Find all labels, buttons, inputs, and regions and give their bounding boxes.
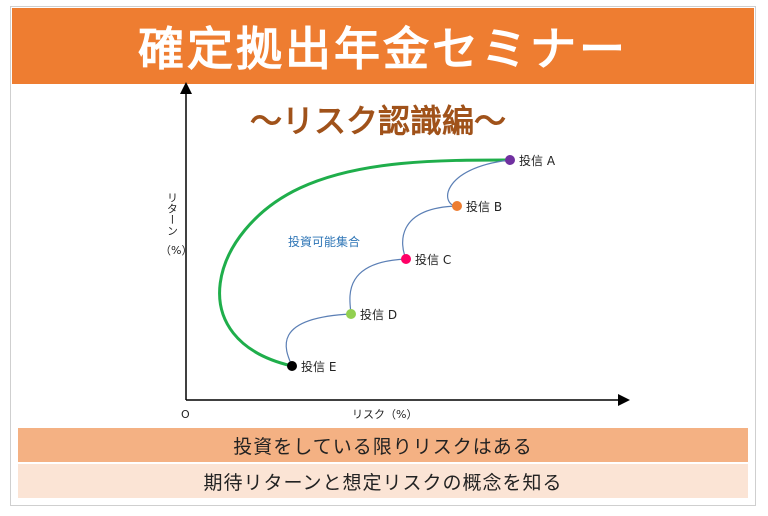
connector-a-b: [447, 159, 511, 207]
fund-point-e: 投信 E: [287, 359, 336, 374]
fund-marker: [452, 201, 462, 211]
connector-b-c: [402, 205, 458, 260]
fund-marker: [346, 309, 356, 319]
fund-point-c: 投信 C: [401, 252, 451, 267]
connector-d-e: [285, 313, 352, 367]
page-subtitle: 〜リスク認識編〜: [249, 102, 506, 140]
origin-label: O: [181, 408, 190, 421]
page-title: 確定拠出年金セミナー: [138, 22, 628, 76]
y-axis-label: リターン: [166, 192, 179, 236]
fund-marker: [287, 361, 297, 371]
fund-point-d: 投信 D: [346, 307, 397, 322]
slide-frame: [10, 6, 756, 506]
connector-c-d: [349, 258, 407, 315]
fund-label: 投信 C: [415, 252, 451, 267]
key-point-2-text: 期待リターンと想定リスクの概念を知る: [203, 471, 563, 494]
key-point-1-text: 投資をしている限りリスクはある: [233, 435, 533, 458]
fund-marker: [401, 254, 411, 264]
title-banner: 確定拠出年金セミナー: [12, 8, 754, 84]
fund-label: 投信 D: [360, 307, 397, 322]
frontier-label: 投資可能集合: [288, 234, 360, 249]
x-axis-label: リスク（%）: [352, 408, 417, 421]
key-point-1: 投資をしている限りリスクはある: [18, 428, 748, 462]
y-axis-unit: （%）: [160, 244, 192, 257]
fund-marker: [505, 155, 515, 165]
key-point-2: 期待リターンと想定リスクの概念を知る: [18, 464, 748, 498]
fund-label: 投信 E: [301, 359, 336, 374]
fund-point-a: 投信 A: [505, 153, 556, 168]
fund-point-b: 投信 B: [452, 199, 502, 214]
fund-label: 投信 A: [519, 153, 556, 168]
fund-label: 投信 B: [466, 199, 502, 214]
frontier-curve: [218, 158, 511, 368]
